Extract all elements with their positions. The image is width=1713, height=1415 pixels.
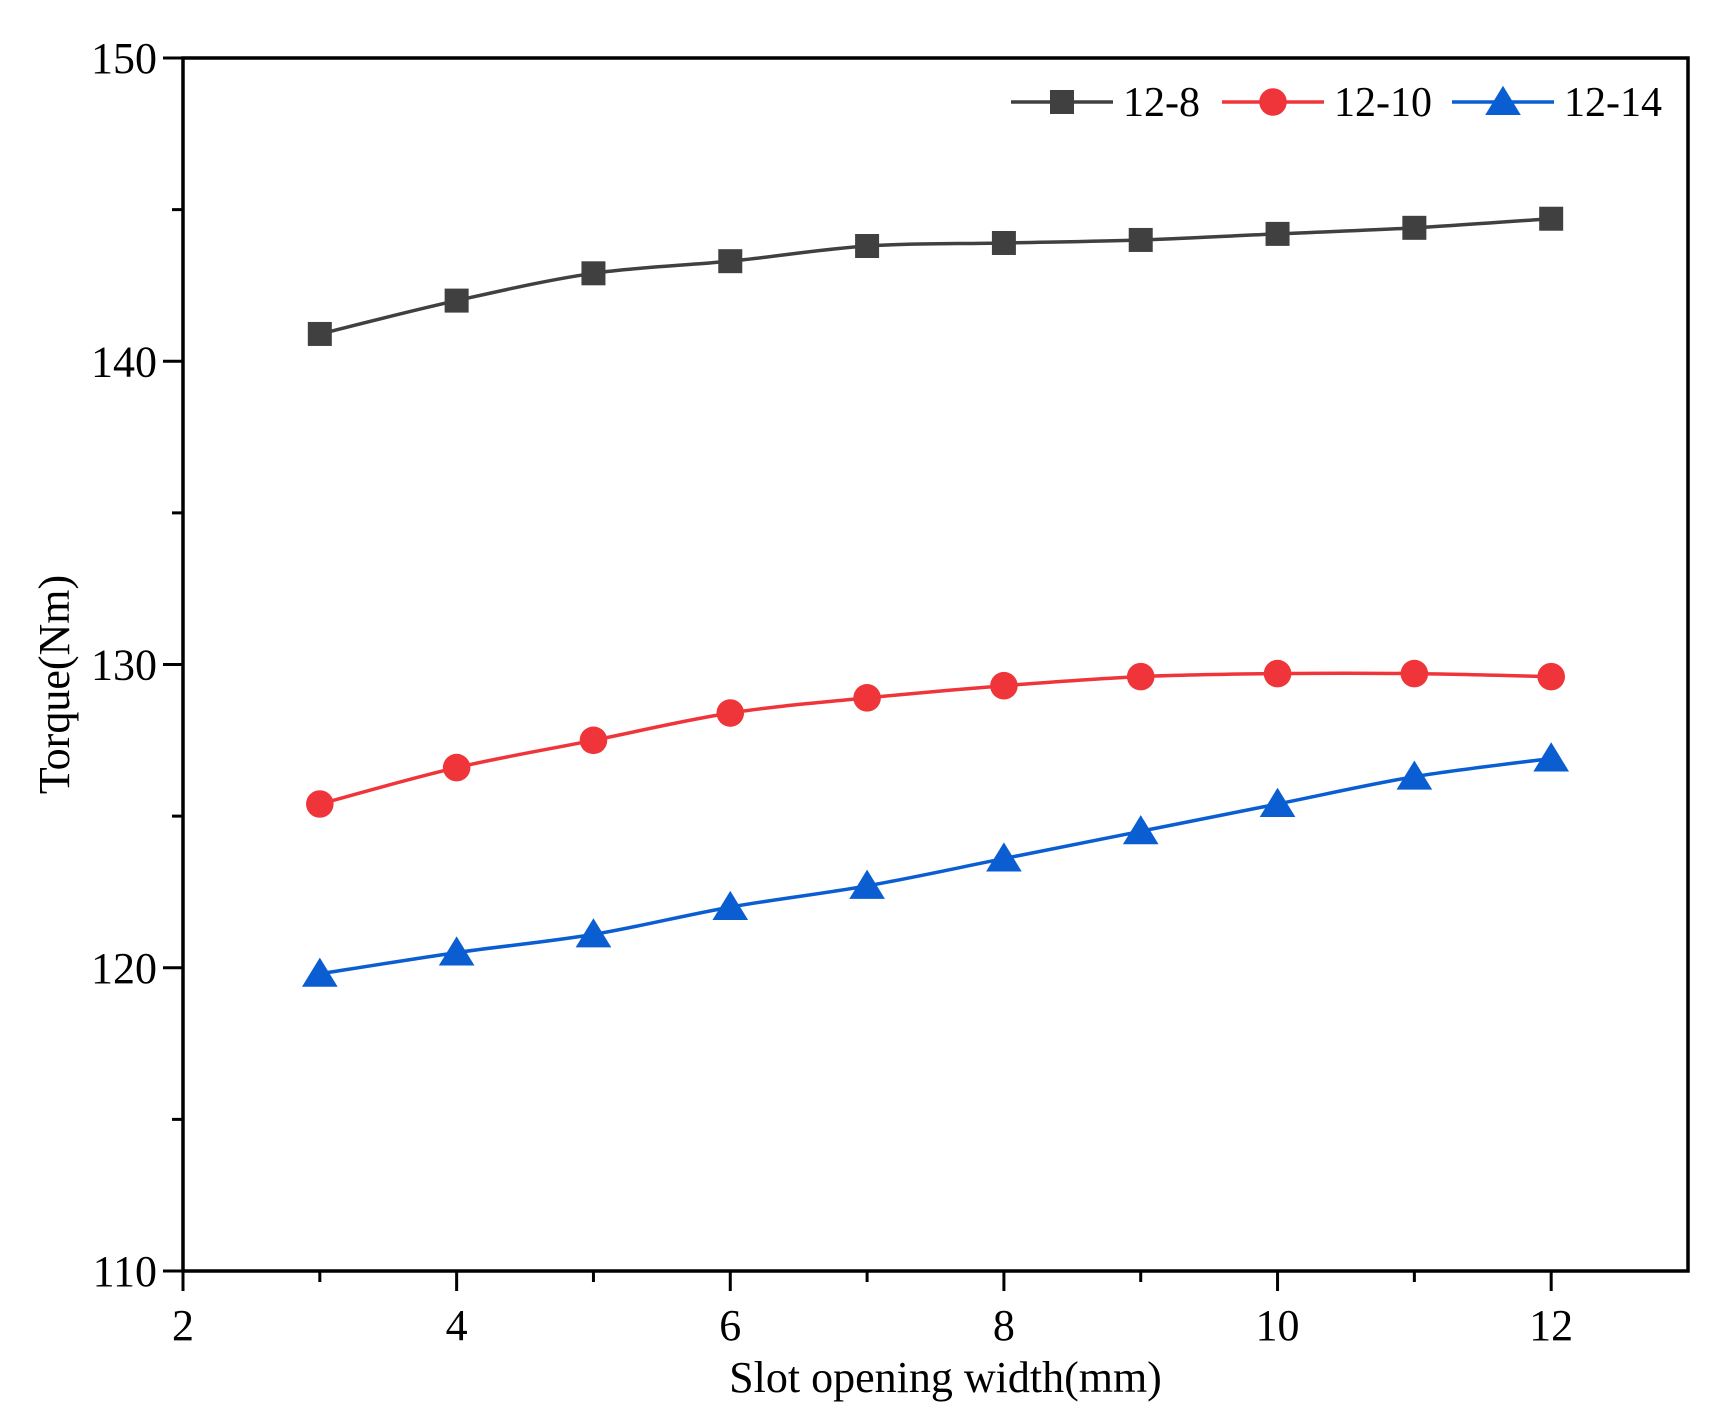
data-point <box>444 288 469 313</box>
plot-frame <box>181 56 1690 1273</box>
data-point <box>1396 760 1433 790</box>
data-point <box>1263 659 1292 688</box>
data-point <box>712 890 749 921</box>
data-point <box>575 918 612 948</box>
data-point <box>853 684 881 712</box>
series-12-10 <box>306 659 1565 818</box>
x-tick-label: 2 <box>172 1301 194 1350</box>
x-tick-label: 8 <box>993 1301 1015 1350</box>
data-point <box>1128 227 1153 252</box>
series-12-8 <box>307 206 1564 346</box>
data-point <box>990 671 1018 700</box>
data-point <box>1126 662 1155 691</box>
data-point <box>855 234 880 259</box>
plot-border <box>181 56 1690 1273</box>
data-point <box>1539 206 1564 231</box>
legend-label: 12-14 <box>1564 80 1662 126</box>
data-point <box>718 249 743 274</box>
data-point <box>579 726 608 755</box>
data-point <box>1537 662 1565 691</box>
y-tick-label: 150 <box>91 34 157 83</box>
legend-item: 12-10 <box>1222 80 1432 126</box>
data-point <box>1402 215 1427 240</box>
legend-label: 12-10 <box>1334 80 1432 126</box>
data-point <box>301 957 338 987</box>
legend-marker <box>1050 90 1074 114</box>
data-point <box>306 790 334 818</box>
x-tick-label: 4 <box>446 1301 468 1350</box>
y-tick-label: 110 <box>93 1247 157 1296</box>
x-tick-label: 12 <box>1529 1301 1573 1350</box>
data-point <box>986 842 1022 872</box>
y-tick-label: 120 <box>91 944 157 993</box>
y-tick-label: 140 <box>91 337 157 386</box>
series-line <box>319 756 1552 976</box>
series-layer <box>301 206 1570 987</box>
data-point <box>442 753 471 782</box>
x-axis-label: Slot opening width(mm) <box>729 1353 1162 1402</box>
legend-item: 12-8 <box>1011 80 1200 126</box>
legend-label: 12-8 <box>1123 80 1200 126</box>
legend-marker <box>1485 85 1521 115</box>
data-point <box>1122 815 1159 845</box>
data-point <box>1265 221 1290 246</box>
x-tick-label: 6 <box>719 1301 741 1350</box>
data-point <box>1400 659 1429 688</box>
y-tick-label: 130 <box>91 641 157 690</box>
data-point <box>307 321 332 346</box>
series-12-14 <box>301 742 1570 987</box>
data-point <box>1259 787 1296 817</box>
data-point <box>716 699 745 727</box>
data-point <box>438 936 475 966</box>
data-point <box>849 869 885 899</box>
x-tick-label: 10 <box>1256 1301 1300 1350</box>
data-point <box>991 230 1016 255</box>
y-axis-label: Torque(Nm) <box>30 575 79 794</box>
legend: 12-8 12-10 12-14 <box>1011 80 1662 126</box>
series-line <box>319 671 1552 806</box>
data-point <box>581 261 606 286</box>
legend-marker <box>1259 88 1287 116</box>
legend-item: 12-14 <box>1452 80 1662 126</box>
data-point <box>1533 742 1570 772</box>
series-line <box>319 216 1552 336</box>
axis-ticks: 2 4 6 8 10 12 110 120 130 140 150 <box>91 34 1573 1350</box>
